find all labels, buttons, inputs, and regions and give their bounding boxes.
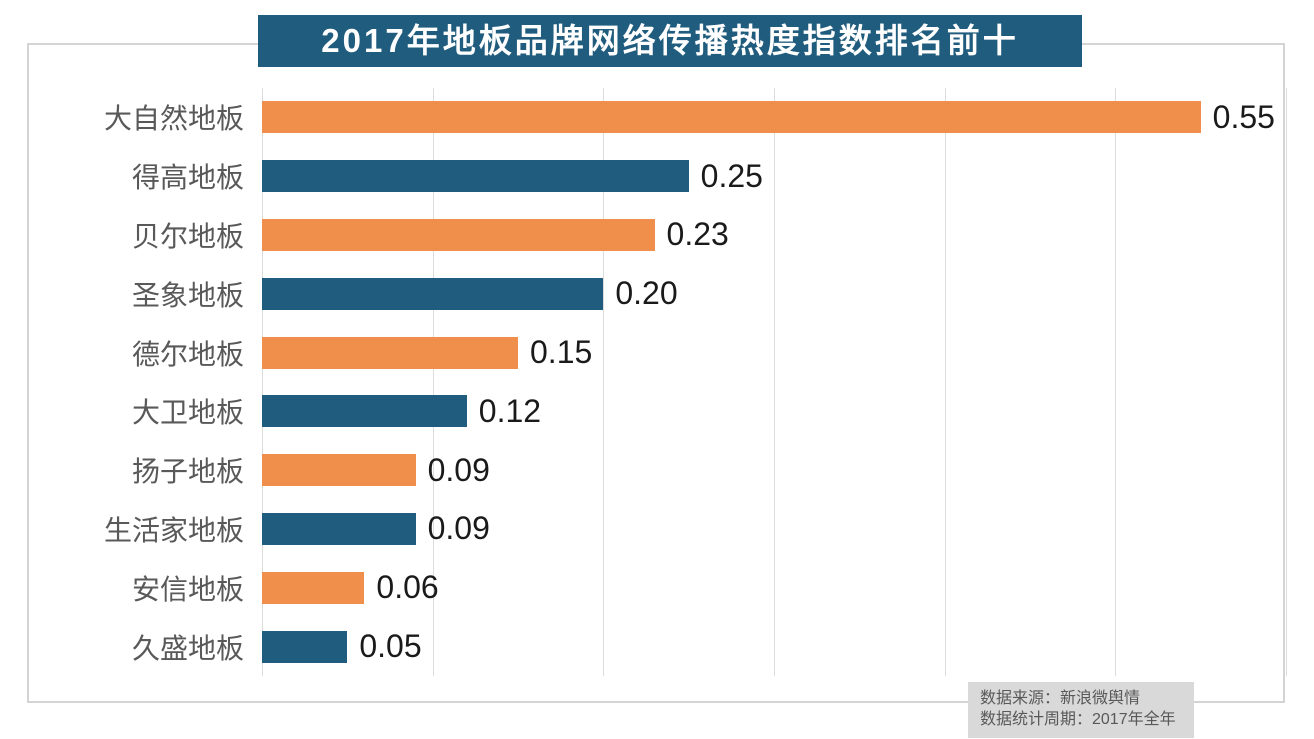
bar-row: 生活家地板 0.09 (0, 500, 1286, 559)
bar-track: 0.23 (262, 206, 1286, 265)
bar-chart-rows: 大自然地板 0.55 得高地板 0.25 贝尔地板 0.23 圣象地板 0.20 德尔地板 0.1… (0, 88, 1286, 676)
data-source-line: 数据来源：新浪微舆情 (980, 690, 1141, 707)
bar (262, 571, 365, 604)
category-label: 贝尔地板 (131, 220, 244, 252)
bar-track: 0.20 (262, 264, 1286, 323)
bar-track: 0.15 (262, 323, 1286, 382)
data-source-box: 数据来源：新浪微舆情 数据统计周期：2017年全年 (968, 682, 1194, 738)
bar-row: 得高地板 0.25 (0, 147, 1286, 206)
bar-row: 安信地板 0.06 (0, 558, 1286, 617)
category-label: 大卫地板 (131, 397, 244, 429)
bar-value-label: 0.09 (427, 510, 490, 547)
bar (262, 395, 467, 428)
vertical-gridline (774, 88, 775, 676)
bar-value-label: 0.06 (376, 569, 439, 606)
bar-value-label: 0.09 (427, 451, 490, 488)
bar-value-label: 0.23 (666, 216, 729, 253)
category-label: 得高地板 (131, 162, 244, 194)
category-label: 久盛地板 (131, 632, 244, 664)
bar-row: 扬子地板 0.09 (0, 441, 1286, 500)
bar-row: 德尔地板 0.15 (0, 323, 1286, 382)
category-label: 生活家地板 (103, 514, 244, 546)
bar-row: 大卫地板 0.12 (0, 382, 1286, 441)
vertical-gridline (1115, 88, 1117, 676)
bar-track: 0.25 (262, 147, 1286, 206)
bar-track: 0.06 (262, 558, 1286, 617)
category-label: 大自然地板 (103, 103, 244, 135)
bar (262, 101, 1201, 134)
category-label: 扬子地板 (131, 456, 244, 488)
chart-title: 2017年地板品牌网络传播热度指数排名前十 (258, 15, 1082, 67)
vertical-gridline (603, 88, 605, 676)
bar-row: 贝尔地板 0.23 (0, 206, 1286, 265)
bar-track: 0.09 (262, 441, 1286, 500)
bar-value-label: 0.55 (1212, 98, 1275, 135)
bar (262, 630, 348, 663)
bar-track: 0.12 (262, 382, 1286, 441)
bar-value-label: 0.15 (530, 334, 593, 371)
bar (262, 277, 604, 310)
category-label: 圣象地板 (131, 279, 244, 311)
vertical-gridline (432, 88, 434, 676)
plot-gridlines (262, 88, 1287, 676)
bar (262, 218, 655, 251)
vertical-gridline (1286, 88, 1287, 676)
chart-frame (27, 43, 1285, 703)
bar (262, 160, 689, 193)
bar (262, 336, 518, 369)
vertical-gridline (262, 88, 263, 676)
category-label: 安信地板 (131, 573, 244, 605)
bar (262, 454, 416, 487)
bar-value-label: 0.05 (359, 628, 422, 665)
data-period-line: 数据统计周期：2017年全年 (980, 711, 1176, 728)
bar-value-label: 0.25 (700, 157, 763, 194)
bar-value-label: 0.12 (478, 392, 542, 429)
bar-row: 大自然地板 0.55 (0, 88, 1286, 147)
bar-track: 0.09 (262, 500, 1286, 559)
bar-row: 圣象地板 0.20 (0, 264, 1286, 323)
bar-row: 久盛地板 0.05 (0, 617, 1286, 676)
bar-track: 0.55 (262, 88, 1286, 147)
vertical-gridline (944, 88, 946, 676)
bar (262, 512, 416, 545)
category-label: 德尔地板 (131, 338, 244, 370)
bar-track: 0.05 (262, 617, 1286, 676)
bar-value-label: 0.20 (615, 275, 678, 312)
